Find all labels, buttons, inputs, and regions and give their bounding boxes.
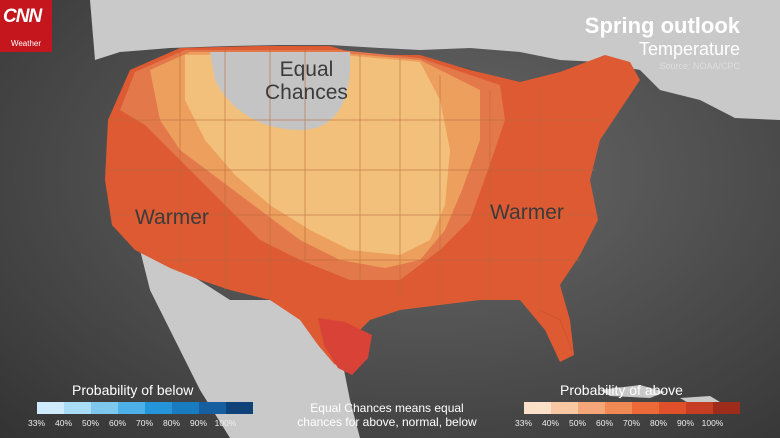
legend-below-tick-3: 50%: [81, 418, 99, 428]
caribbean-islands: [600, 385, 720, 404]
legend-above-bar: [524, 402, 740, 414]
warmer-west-label: Warmer: [135, 206, 209, 229]
legend-above-tick-5: 70%: [622, 418, 640, 428]
cnn-logo: CNN Weather: [0, 0, 52, 52]
legend-below-tick-5: 70%: [135, 418, 153, 428]
legend-below-bar: [37, 402, 253, 414]
title-sub: Temperature: [638, 39, 740, 59]
logo-section: Weather: [10, 39, 42, 48]
canada-land: [90, 0, 780, 120]
region-equal-chances: [210, 52, 351, 130]
legend-above-tick-2: 40%: [541, 418, 559, 428]
legend-below-swatch-4: [118, 402, 145, 414]
legend-below-swatch-6: [172, 402, 199, 414]
legend-below-tick-6: 80%: [162, 418, 180, 428]
legend-above-tick-7: 90%: [676, 418, 694, 428]
legend-above-tick-3: 50%: [568, 418, 586, 428]
legend-above-swatch-3: [578, 402, 605, 414]
note-line2: chances for above, normal, below: [297, 415, 477, 429]
region-above-70: [318, 318, 372, 375]
legend-below-title: Probability of below: [72, 382, 194, 398]
legend-below-tick-7: 90%: [189, 418, 207, 428]
warmer-east-label: Warmer: [490, 201, 564, 224]
note-line1: Equal Chances means equal: [310, 401, 464, 415]
legend-below-tick-2: 40%: [54, 418, 72, 428]
legend-above-swatch-2: [551, 402, 578, 414]
mexico-land: [140, 250, 360, 438]
legend-below-tick-1: 33%: [27, 418, 45, 428]
title-block: Spring outlook Temperature Source: NOAA/…: [584, 13, 740, 72]
legend-above-swatch-5: [632, 402, 659, 414]
legend-below-swatch-5: [145, 402, 172, 414]
legend-below-swatch-1: [37, 402, 64, 414]
equal-line1: Equal: [279, 58, 334, 81]
florida-edge: [539, 309, 573, 351]
legend-above-title: Probability of above: [560, 382, 683, 398]
equal-chances-note: Equal Chances means equal chances for ab…: [262, 401, 512, 429]
legend-below-tick-8: 100%: [214, 418, 237, 428]
legend-below-ticks: 33% 40% 50% 60% 70% 80% 90% 100%: [23, 418, 239, 428]
legend-above-ticks: 33% 40% 50% 60% 70% 80% 90% 100%: [510, 418, 726, 428]
legend-below-swatch-3: [91, 402, 118, 414]
logo-brand: CNN: [3, 6, 42, 27]
title-main: Spring outlook: [584, 13, 740, 38]
legend-above-swatch-7: [686, 402, 713, 414]
legend-above-tick-6: 80%: [649, 418, 667, 428]
legend-above-tick-8: 100%: [701, 418, 724, 428]
equal-chances-label: Equal Chances: [265, 58, 348, 104]
legend-above-swatch-4: [605, 402, 632, 414]
legend-below-tick-4: 60%: [108, 418, 126, 428]
title-source: Source: NOAA/CPC: [659, 61, 740, 71]
legend-below-swatch-7: [199, 402, 226, 414]
legend-above-swatch-6: [659, 402, 686, 414]
legend-above-swatch-1: [524, 402, 551, 414]
state-boundaries: [105, 48, 600, 310]
legend-above-tick-1: 33%: [514, 418, 532, 428]
legend-above-tick-4: 60%: [595, 418, 613, 428]
legend-above-swatch-8: [713, 402, 740, 414]
equal-line2: Chances: [265, 81, 348, 104]
legend-below-swatch-2: [64, 402, 91, 414]
legend-below-swatch-8: [226, 402, 253, 414]
